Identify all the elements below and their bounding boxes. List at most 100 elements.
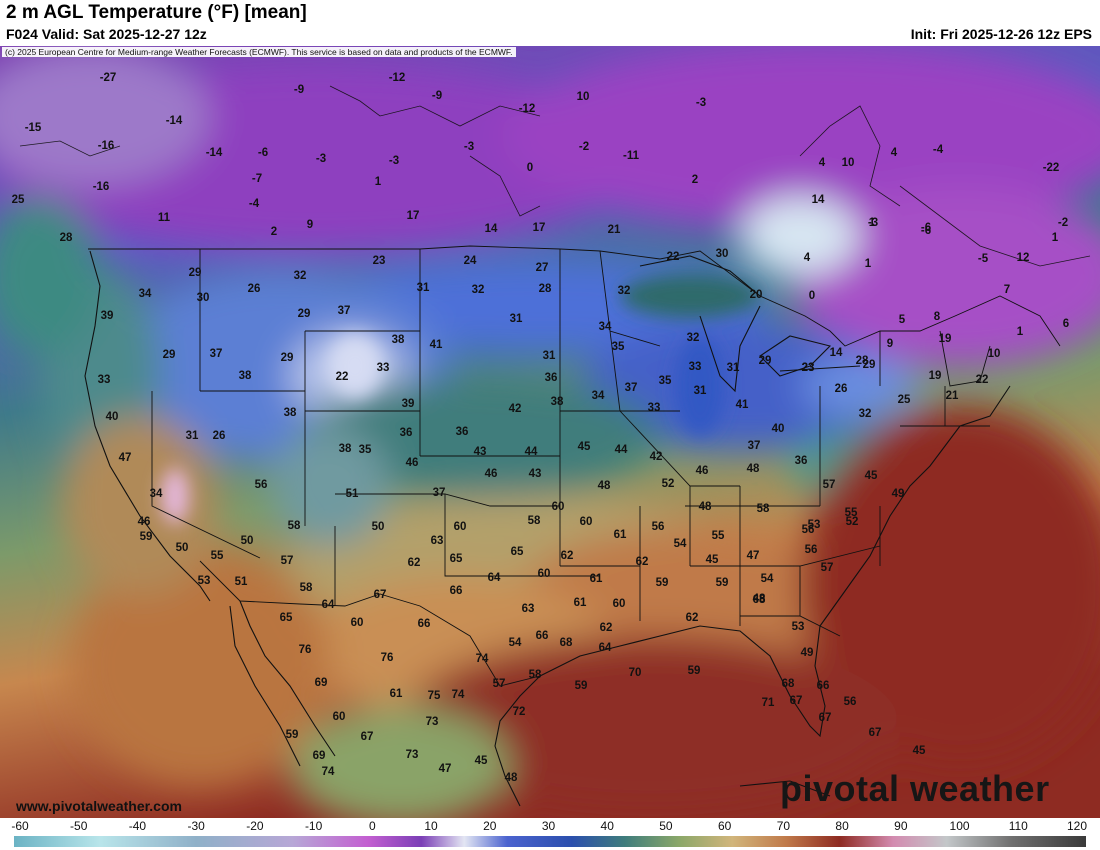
temperature-value: 66 bbox=[817, 680, 830, 692]
temperature-value: 65 bbox=[280, 612, 293, 624]
temperature-value: 33 bbox=[689, 361, 702, 373]
legend-ticks: -60 -50 -40 -30 -20 -10 0 10 20 30 40 50 60 70 80 90 100… bbox=[0, 818, 1100, 834]
temperature-value: 38 bbox=[284, 407, 297, 419]
temperature-value: 55 bbox=[845, 507, 858, 519]
legend-tick-label: 10 bbox=[424, 819, 438, 833]
temperature-value: -15 bbox=[25, 122, 42, 134]
temperature-value: 57 bbox=[281, 555, 294, 567]
temperature-value: 5 bbox=[899, 314, 906, 326]
temperature-value: 53 bbox=[198, 575, 211, 587]
temperature-value: 66 bbox=[536, 630, 549, 642]
temperature-value: 14 bbox=[830, 347, 843, 359]
temperature-value: -3 bbox=[696, 97, 706, 109]
temperature-value: -9 bbox=[432, 90, 442, 102]
temperature-value: 41 bbox=[736, 399, 749, 411]
temperature-value: -12 bbox=[519, 103, 536, 115]
temperature-value: 63 bbox=[522, 603, 535, 615]
temperature-value: 49 bbox=[892, 488, 905, 500]
legend-tick-label: 110 bbox=[1008, 819, 1028, 833]
copyright-notice: (c) 2025 European Centre for Medium-rang… bbox=[2, 47, 516, 57]
temperature-value: 61 bbox=[574, 597, 587, 609]
temperature-value: 48 bbox=[753, 593, 766, 605]
temperature-value: 8 bbox=[934, 311, 941, 323]
temperature-value: 60 bbox=[580, 516, 593, 528]
temperature-value: -12 bbox=[389, 72, 406, 84]
temperature-value: 34 bbox=[139, 288, 152, 300]
temperature-value: -3 bbox=[868, 217, 878, 229]
temperature-value: 60 bbox=[613, 598, 626, 610]
valid-time: F024 Valid: Sat 2025-12-27 12z bbox=[6, 26, 207, 42]
temperature-value: 71 bbox=[762, 697, 775, 709]
temperature-value: 41 bbox=[430, 339, 443, 351]
temperature-value: 53 bbox=[808, 519, 821, 531]
temperature-value: 60 bbox=[454, 521, 467, 533]
temperature-value: 21 bbox=[946, 390, 959, 402]
temperature-value: -3 bbox=[464, 141, 474, 153]
temperature-value: 74 bbox=[476, 653, 489, 665]
temperature-value: 66 bbox=[418, 618, 431, 630]
temperature-value: 10 bbox=[988, 348, 1001, 360]
temperature-value: 43 bbox=[474, 446, 487, 458]
temperature-value: 62 bbox=[561, 550, 574, 562]
temperature-value: -5 bbox=[978, 253, 989, 265]
temperature-value: 12 bbox=[1017, 252, 1030, 264]
station-value-labels: -27 -12-9 -9 10 -3-12-15-16-14-14 -6 -3 -3-3 -2-… bbox=[12, 72, 926, 784]
legend-tick-label: 100 bbox=[949, 819, 970, 833]
temperature-value: 47 bbox=[439, 763, 452, 775]
temperature-value: 68 bbox=[753, 594, 766, 606]
temperature-value: 34 bbox=[150, 488, 163, 500]
temperature-value: 62 bbox=[686, 612, 699, 624]
init-time: Init: Fri 2025-12-26 12z EPS bbox=[910, 26, 1092, 42]
temperature-value: -6 bbox=[258, 147, 268, 159]
temperature-value: 37 bbox=[625, 382, 638, 394]
temperature-value: 44 bbox=[615, 444, 628, 456]
temperature-value: -6 bbox=[921, 222, 931, 234]
temperature-value: 45 bbox=[865, 470, 878, 482]
temperature-value: 23 bbox=[802, 362, 815, 374]
temperature-value: 57 bbox=[821, 562, 834, 574]
temperature-value: -6 bbox=[921, 225, 931, 237]
temperature-value: 58 bbox=[300, 582, 313, 594]
temperature-value: 17 bbox=[533, 222, 546, 234]
temperature-value: 9 bbox=[307, 219, 313, 231]
temperature-value: 58 bbox=[528, 515, 541, 527]
temperature-value: 52 bbox=[662, 478, 675, 490]
temperature-value: 75 bbox=[428, 690, 441, 702]
temperature-value: 25 bbox=[12, 194, 25, 206]
temperature-value: 59 bbox=[688, 665, 701, 677]
temperature-value: 48 bbox=[598, 480, 611, 492]
site-url[interactable]: www.pivotalweather.com bbox=[16, 798, 182, 814]
temperature-value: 26 bbox=[213, 430, 226, 442]
legend-tick-label: 60 bbox=[717, 819, 732, 833]
temperature-value: 30 bbox=[716, 248, 729, 260]
temperature-value: 23 bbox=[373, 255, 386, 267]
temperature-value: 32 bbox=[472, 284, 485, 296]
temperature-value: 61 bbox=[614, 529, 627, 541]
temperature-value: 1 bbox=[869, 217, 876, 229]
temperature-value: 44 bbox=[525, 446, 538, 458]
temperature-value: 34 bbox=[599, 321, 612, 333]
temperature-value: 51 bbox=[235, 576, 248, 588]
temperature-value: 45 bbox=[706, 554, 719, 566]
temperature-value: 66 bbox=[450, 585, 463, 597]
temperature-value: 57 bbox=[823, 479, 836, 491]
temperature-value: 25 bbox=[898, 394, 911, 406]
temperature-value: 45 bbox=[913, 745, 926, 757]
temperature-value: 68 bbox=[782, 678, 795, 690]
temperature-value: -14 bbox=[206, 147, 223, 159]
legend-tick-label: 50 bbox=[659, 819, 673, 833]
temperature-value: 65 bbox=[450, 553, 463, 565]
temperature-map[interactable]: -27 -12 -9 -9 10 -3 -12 -15 -16 -14 -14 -6 -3 -3 -3 -2-… bbox=[0, 46, 1100, 818]
temperature-value: 29 bbox=[863, 359, 876, 371]
temperature-value: 43 bbox=[529, 468, 542, 480]
temperature-value: 58 bbox=[757, 503, 770, 515]
temperature-value: 34 bbox=[592, 390, 605, 402]
temperature-value: 27 bbox=[536, 262, 549, 274]
temperature-value: 46 bbox=[138, 516, 151, 528]
temperature-value: 61 bbox=[590, 573, 603, 585]
temperature-value: 4 bbox=[819, 157, 826, 169]
temperature-value: 9 bbox=[887, 338, 893, 350]
temperature-value: 28 bbox=[856, 355, 869, 367]
temperature-value: -9 bbox=[294, 84, 304, 96]
